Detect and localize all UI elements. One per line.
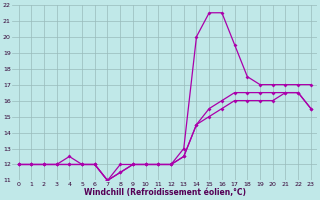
X-axis label: Windchill (Refroidissement éolien,°C): Windchill (Refroidissement éolien,°C) [84,188,246,197]
